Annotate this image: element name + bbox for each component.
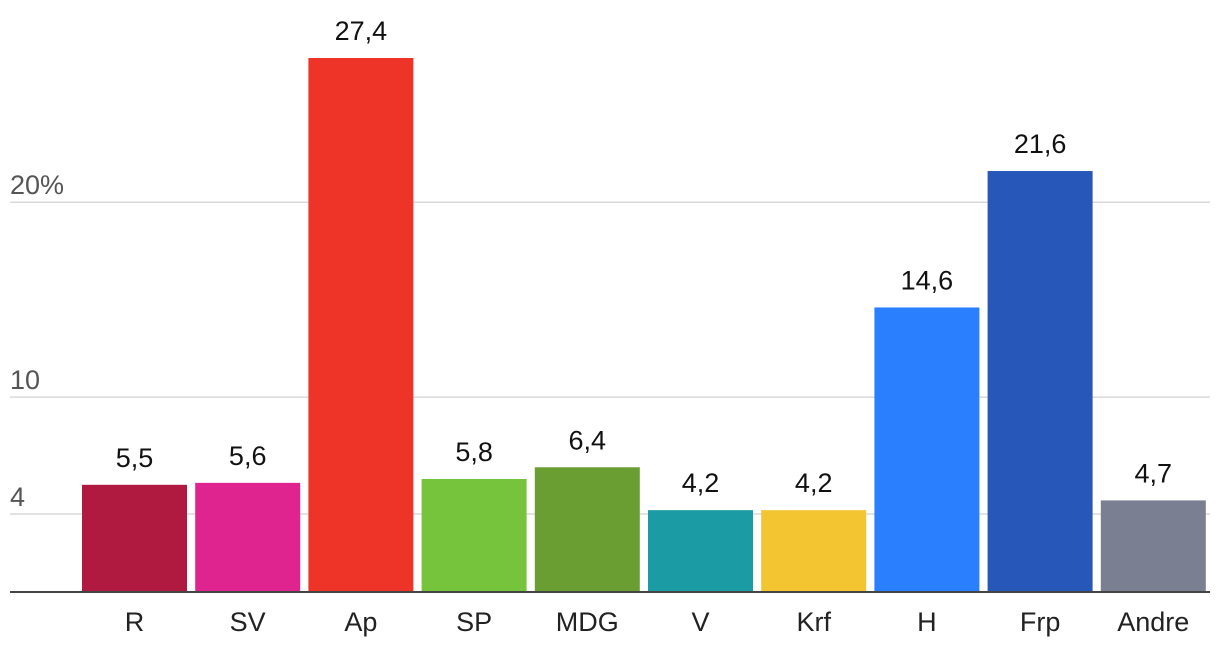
value-label: 5,5 — [116, 443, 154, 473]
category-label: Krf — [796, 607, 831, 637]
value-label: 27,4 — [335, 16, 388, 46]
bar-ap — [308, 58, 414, 592]
bar-sp — [421, 478, 527, 592]
y-tick-label: 20% — [10, 170, 64, 200]
value-label: 21,6 — [1014, 129, 1067, 159]
value-label: 5,8 — [455, 437, 493, 467]
bar-h — [874, 307, 980, 592]
category-label: SV — [230, 607, 266, 637]
value-label: 4,2 — [682, 468, 720, 498]
value-label: 14,6 — [901, 265, 954, 295]
category-label: H — [917, 607, 937, 637]
category-label: Ap — [344, 607, 377, 637]
category-label: Andre — [1117, 607, 1189, 637]
bar-v — [648, 510, 753, 592]
category-label: V — [691, 607, 709, 637]
y-tick-label: 10 — [10, 365, 40, 395]
bar-r — [82, 484, 187, 592]
value-label: 4,7 — [1135, 458, 1173, 488]
value-labels: 5,5 5,6 27,4 5,8 6,4 4,2 4,2 14,6 21,6 4,7 — [116, 16, 1172, 498]
value-label: 6,4 — [569, 425, 607, 455]
category-labels: R SV Ap SP MDG V Krf H Frp Andre — [125, 607, 1190, 637]
value-label: 5,6 — [229, 441, 267, 471]
value-label: 4,2 — [795, 468, 833, 498]
category-label: MDG — [556, 607, 619, 637]
category-label: Frp — [1020, 607, 1061, 637]
bars — [82, 58, 1206, 592]
bar-krf — [761, 510, 867, 592]
y-tick-label: 4 — [10, 482, 25, 512]
bar-frp — [987, 171, 1093, 592]
bar-sv — [195, 482, 301, 592]
bar-andre — [1100, 500, 1206, 592]
category-label: SP — [456, 607, 492, 637]
bar-mdg — [534, 467, 640, 592]
category-label: R — [125, 607, 145, 637]
